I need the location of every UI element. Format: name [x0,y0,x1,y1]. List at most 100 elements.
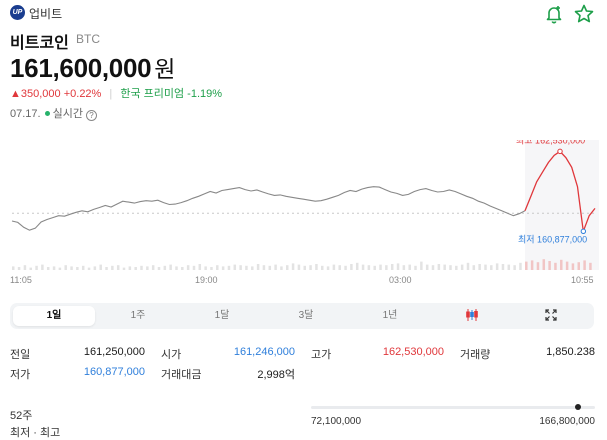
volume-bar [425,264,429,270]
volume-bar [431,265,435,270]
volume-bar [437,264,441,270]
stat-label: 고가 [311,349,332,361]
week52-high: 166,800,000 [539,416,595,427]
volume-bar [449,265,452,270]
stat-value: 162,530,000 [382,346,444,358]
coin-name: 비트코인 [10,35,69,52]
candlestick-icon[interactable] [431,306,513,326]
x-tick-label: 19:00 [195,275,218,285]
price-chart[interactable]: 최고 162,530,000 최저 160,877,000 [0,140,607,290]
volume-bar [338,265,341,270]
volume-bar [286,265,289,270]
volume-bar [280,266,283,270]
premium-value: -1.19% [187,88,223,100]
volume-bar [379,264,382,270]
volume-bar [303,265,306,270]
stat-low: 저가 [10,366,30,382]
volume-bar [81,265,85,270]
week52-current-marker [574,404,581,410]
volume-bar [577,262,581,270]
volume-bar [560,259,563,270]
brand-name: 업비트 [29,7,63,21]
volume-bar [151,265,155,270]
app-header: UP 업비트 [10,3,600,25]
volume-bar [525,261,528,270]
volume-bar [309,265,312,270]
volume-bar [210,267,213,270]
volume-bar [163,265,167,270]
stat-label: 거래량 [460,349,491,361]
volume-bar [373,265,376,270]
stat-value: 2,998억 [257,369,295,381]
date-text: 07.17. [10,108,41,120]
coin-ticker: BTC [76,32,100,46]
info-icon[interactable]: ? [85,110,97,121]
volume-bar [52,266,56,270]
live-dot-icon [44,111,50,116]
divider: | [109,88,113,100]
tab-1w[interactable]: 1주 [130,310,146,321]
volume-bar [490,265,493,270]
volume-bar [175,266,178,270]
stat-label: 전일 [10,349,31,361]
volume-bar [326,266,330,270]
add-alert-bell-icon[interactable] [543,3,565,25]
volume-bar [519,262,522,270]
volume-bar [181,267,184,270]
tab-1y[interactable]: 1년 [382,310,398,321]
stat-value: 160,877,000 [83,366,145,378]
expand-icon[interactable] [510,306,592,326]
stat-label: 저가 [10,369,31,381]
volume-bar [297,264,301,270]
volume-bar [367,265,371,270]
change-rate: +0.22% [63,88,102,100]
low-marker [580,228,587,234]
favorite-star-icon[interactable] [573,3,595,25]
tab-3m[interactable]: 3달 [298,310,314,321]
tab-1m[interactable]: 1달 [214,310,230,321]
volume-bar [390,264,394,270]
volume-bar [536,262,540,270]
volume-bar [111,265,114,270]
stat-label: 거래대금 [161,369,202,381]
volume-bar [233,264,237,270]
volume-bar [192,265,196,270]
volume-bar [530,260,534,270]
volume-bar [70,266,73,270]
stat-prev-close: 전일 [10,346,30,362]
volume-bar [344,265,347,270]
volume-bar [455,265,458,270]
tab-1d[interactable]: 1일 [13,306,95,326]
volume-bar [268,265,272,270]
recent-range-shade [525,140,599,270]
change-row: ▲350,000 +0.22% | 한국 프리미엄 -1.19% [10,85,222,101]
volume-bar [460,264,464,270]
volume-bar [116,265,120,270]
volume-bar [274,264,277,270]
stat-high: 고가 [311,346,331,362]
volume-bar [216,265,219,270]
stat-trade-amount: 거래대금 [161,366,201,382]
volume-bar [402,265,406,270]
volume-bar [245,265,248,270]
price-row: 161,600,000 원 [10,50,175,84]
x-tick-label: 10:55 [571,275,594,285]
time-row: 07.17. 실시간? [10,105,97,121]
volume-bar [466,262,470,270]
volume-bar [204,266,207,270]
volume-bar [99,264,102,270]
volume-bar [495,263,499,270]
realtime-text: 실시간 [52,108,83,120]
high-label: 최고 162,530,000 [516,140,585,145]
volume-bar [157,267,161,270]
volume-bar [251,266,254,270]
period-tabs: 1일 1주 1달 3달 1년 [10,303,594,329]
price-unit: 원 [154,56,176,82]
stat-value: 161,246,000 [233,346,295,358]
volume-bar [76,267,79,270]
volume-bar [472,265,476,270]
volume-bar [12,266,15,270]
volume-bar [186,265,190,270]
volume-bar [414,265,417,270]
volume-bar [291,263,295,270]
